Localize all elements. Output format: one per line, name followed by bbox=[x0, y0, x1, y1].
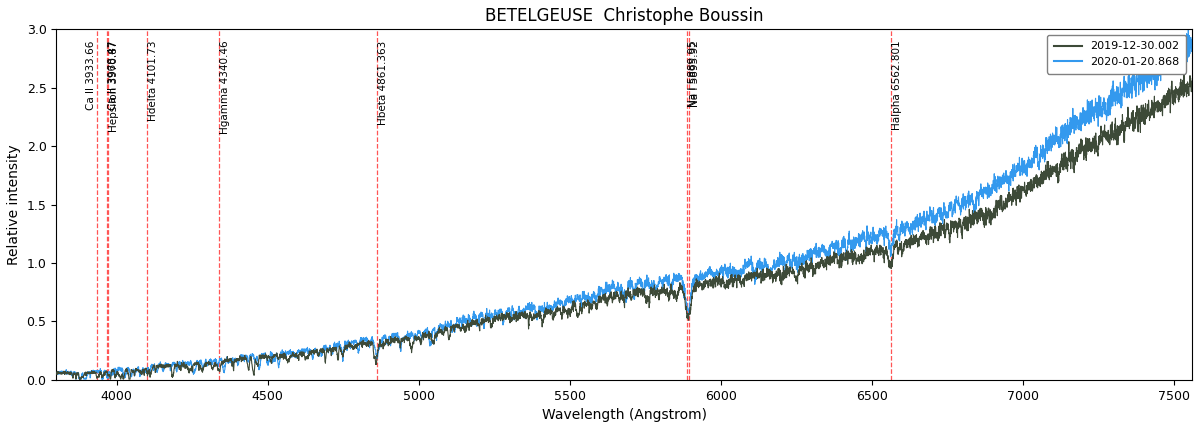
Text: Hdelta 4101.73: Hdelta 4101.73 bbox=[149, 40, 158, 121]
Text: Na I 5889.95: Na I 5889.95 bbox=[689, 40, 698, 107]
Text: Hbeta 4861.363: Hbeta 4861.363 bbox=[378, 40, 388, 125]
Legend: 2019-12-30.002, 2020-01-20.868: 2019-12-30.002, 2020-01-20.868 bbox=[1048, 35, 1187, 74]
X-axis label: Wavelength (Angstrom): Wavelength (Angstrom) bbox=[541, 408, 707, 422]
Text: Halpha 6562.801: Halpha 6562.801 bbox=[892, 40, 901, 130]
Text: Hgamma 4340.46: Hgamma 4340.46 bbox=[221, 40, 230, 134]
Text: Hepsilon 3970.87: Hepsilon 3970.87 bbox=[109, 40, 119, 132]
Text: Na I 5895.92: Na I 5895.92 bbox=[690, 40, 700, 107]
Title: BETELGEUSE  Christophe Boussin: BETELGEUSE Christophe Boussin bbox=[485, 7, 763, 25]
Y-axis label: Relative intensity: Relative intensity bbox=[7, 144, 20, 265]
Text: Ca II 3968.47: Ca II 3968.47 bbox=[108, 40, 118, 110]
Text: Ca II 3933.66: Ca II 3933.66 bbox=[85, 40, 96, 110]
